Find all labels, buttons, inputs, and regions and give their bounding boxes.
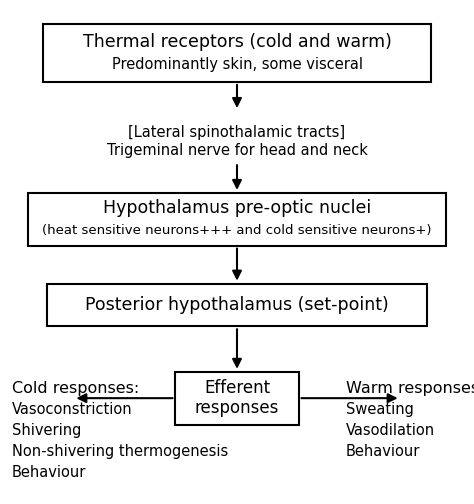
Text: (heat sensitive neurons+++ and cold sensitive neurons+): (heat sensitive neurons+++ and cold sens… <box>42 224 432 237</box>
Text: Hypothalamus pre-optic nuclei: Hypothalamus pre-optic nuclei <box>103 199 371 217</box>
FancyBboxPatch shape <box>47 283 427 327</box>
Text: Warm responses:: Warm responses: <box>346 381 474 396</box>
Text: Vasoconstriction: Vasoconstriction <box>12 402 132 417</box>
FancyBboxPatch shape <box>175 372 299 424</box>
Text: Efferent: Efferent <box>204 379 270 397</box>
Text: [Lateral spinothalamic tracts]: [Lateral spinothalamic tracts] <box>128 124 346 140</box>
FancyBboxPatch shape <box>28 193 446 246</box>
Text: Predominantly skin, some visceral: Predominantly skin, some visceral <box>111 56 363 72</box>
Text: Trigeminal nerve for head and neck: Trigeminal nerve for head and neck <box>107 143 367 158</box>
Text: Sweating: Sweating <box>346 402 414 417</box>
Text: Posterior hypothalamus (set-point): Posterior hypothalamus (set-point) <box>85 296 389 314</box>
Text: Shivering: Shivering <box>12 423 81 438</box>
FancyBboxPatch shape <box>43 24 431 82</box>
Text: Behaviour: Behaviour <box>12 465 86 480</box>
Text: responses: responses <box>195 399 279 417</box>
Text: Behaviour: Behaviour <box>346 444 420 459</box>
Text: Non-shivering thermogenesis: Non-shivering thermogenesis <box>12 444 228 459</box>
Text: Vasodilation: Vasodilation <box>346 423 435 438</box>
Text: Thermal receptors (cold and warm): Thermal receptors (cold and warm) <box>82 33 392 51</box>
Text: Cold responses:: Cold responses: <box>12 381 139 396</box>
